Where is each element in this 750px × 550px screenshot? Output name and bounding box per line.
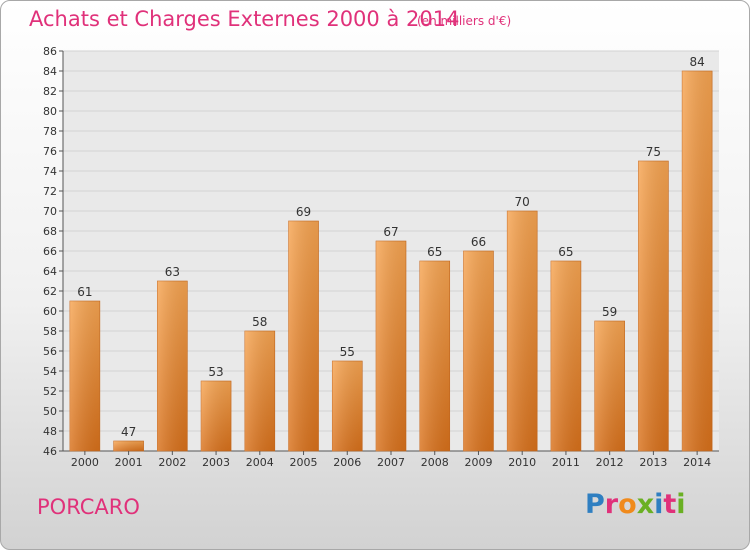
x-tick-label-2008: 2008 xyxy=(421,456,449,469)
y-tick-label: 62 xyxy=(43,285,57,298)
value-label-2007: 67 xyxy=(383,225,398,239)
commune-name: PORCARO xyxy=(37,495,140,519)
value-label-2004: 58 xyxy=(252,315,267,329)
y-tick-label: 56 xyxy=(43,345,57,358)
value-label-2006: 55 xyxy=(340,345,355,359)
bar-shade-2003 xyxy=(201,381,232,451)
chart-title: Achats et Charges Externes 2000 à 2014 xyxy=(29,7,460,31)
x-tick-label-2013: 2013 xyxy=(639,456,667,469)
y-tick-label: 74 xyxy=(43,165,57,178)
x-tick-label-2003: 2003 xyxy=(202,456,230,469)
bar-shade-2007 xyxy=(376,241,406,451)
value-label-2014: 84 xyxy=(689,55,704,69)
x-tick-label-2014: 2014 xyxy=(683,456,711,469)
bar-shade-2010 xyxy=(507,211,538,451)
y-tick-label: 86 xyxy=(43,45,57,58)
value-label-2010: 70 xyxy=(515,195,530,209)
x-tick-label-2007: 2007 xyxy=(377,456,405,469)
value-label-2013: 75 xyxy=(646,145,661,159)
logo-letter: P xyxy=(585,489,605,520)
y-tick-label: 80 xyxy=(43,105,57,118)
bar-shade-2008 xyxy=(419,261,450,451)
x-tick-label-2005: 2005 xyxy=(290,456,318,469)
y-tick-label: 54 xyxy=(43,365,57,378)
logo-letter: o xyxy=(618,489,637,520)
value-label-2000: 61 xyxy=(77,285,92,299)
bar-shade-2009 xyxy=(463,251,494,451)
x-tick-label-2012: 2012 xyxy=(596,456,624,469)
y-tick-label: 64 xyxy=(43,265,57,278)
logo-letter: x xyxy=(636,489,655,520)
y-tick-label: 66 xyxy=(43,245,57,258)
value-label-2012: 59 xyxy=(602,305,617,319)
value-label-2002: 63 xyxy=(165,265,180,279)
logo-letter: i xyxy=(676,489,686,520)
logo-letter: i xyxy=(654,489,664,520)
y-tick-label: 52 xyxy=(43,385,57,398)
proxiti-logo: Proxiti xyxy=(585,489,686,520)
value-label-2011: 65 xyxy=(558,245,573,259)
bar-shade-2001 xyxy=(113,441,144,451)
y-tick-label: 70 xyxy=(43,205,57,218)
value-label-2003: 53 xyxy=(208,365,223,379)
y-tick-label: 82 xyxy=(43,85,57,98)
bar-shade-2005 xyxy=(288,221,319,451)
x-tick-label-2010: 2010 xyxy=(508,456,536,469)
y-tick-label: 50 xyxy=(43,405,57,418)
x-tick-label-2001: 2001 xyxy=(115,456,143,469)
y-tick-label: 60 xyxy=(43,305,57,318)
x-tick-label-2009: 2009 xyxy=(464,456,492,469)
bar-shade-2012 xyxy=(594,321,625,451)
value-label-2005: 69 xyxy=(296,205,311,219)
y-tick-label: 68 xyxy=(43,225,57,238)
y-tick-label: 72 xyxy=(43,185,57,198)
y-tick-label: 46 xyxy=(43,445,57,458)
y-tick-label: 48 xyxy=(43,425,57,438)
x-tick-label-2006: 2006 xyxy=(333,456,361,469)
bar-shade-2014 xyxy=(682,71,713,451)
bar-shade-2006 xyxy=(332,361,363,451)
y-tick-label: 78 xyxy=(43,125,57,138)
bar-shade-2000 xyxy=(69,301,100,451)
bar-shade-2004 xyxy=(244,331,275,451)
x-tick-label-2000: 2000 xyxy=(71,456,99,469)
logo-letter: t xyxy=(663,489,677,520)
x-tick-label-2011: 2011 xyxy=(552,456,580,469)
value-label-2009: 66 xyxy=(471,235,486,249)
bar-shade-2011 xyxy=(550,261,581,451)
bar-shade-2002 xyxy=(157,281,188,451)
logo-letter: r xyxy=(604,489,619,520)
bar-shade-2013 xyxy=(638,161,669,451)
chart-subtitle: (en milliers d'€) xyxy=(417,14,512,28)
x-tick-label-2004: 2004 xyxy=(246,456,274,469)
y-tick-label: 76 xyxy=(43,145,57,158)
y-tick-label: 58 xyxy=(43,325,57,338)
value-label-2008: 65 xyxy=(427,245,442,259)
x-tick-label-2002: 2002 xyxy=(158,456,186,469)
value-label-2001: 47 xyxy=(121,425,136,439)
y-tick-label: 84 xyxy=(43,65,57,78)
